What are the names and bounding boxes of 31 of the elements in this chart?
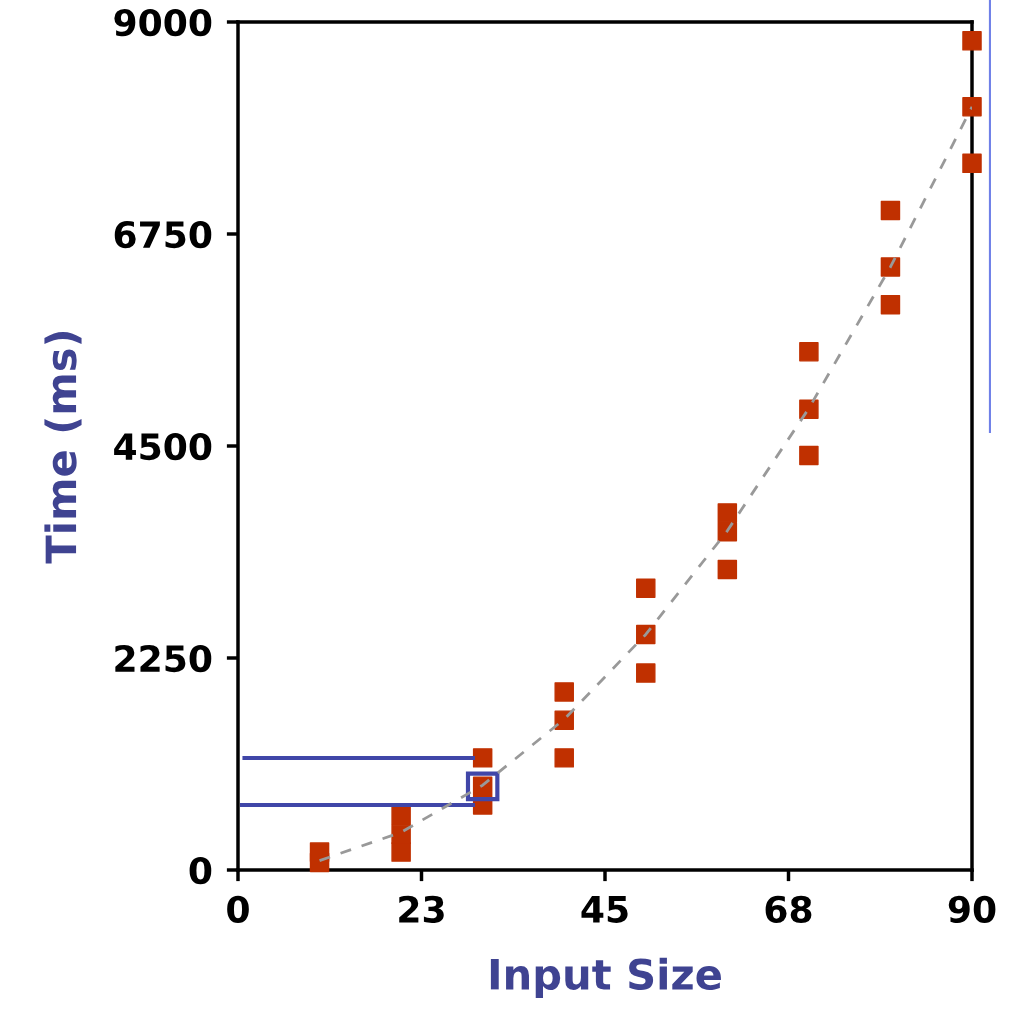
y-axis-title: Time (ms) bbox=[44, 331, 82, 564]
point bbox=[554, 748, 574, 768]
y-tick-label: 2250 bbox=[115, 644, 212, 673]
x-tick-label: 68 bbox=[765, 895, 812, 923]
point bbox=[880, 294, 901, 315]
point bbox=[391, 805, 411, 826]
x-tick-label: 23 bbox=[399, 895, 444, 923]
x-tick-label: 90 bbox=[948, 895, 996, 923]
point bbox=[636, 624, 656, 645]
point bbox=[799, 445, 819, 466]
x-tick-label: 45 bbox=[581, 896, 628, 923]
point bbox=[391, 842, 411, 862]
point bbox=[880, 200, 901, 221]
point bbox=[880, 257, 901, 277]
point bbox=[472, 748, 493, 768]
point bbox=[962, 153, 982, 174]
point bbox=[636, 663, 656, 683]
point bbox=[962, 97, 982, 117]
y-tick-label: 6750 bbox=[114, 220, 212, 249]
point bbox=[799, 342, 819, 362]
y-tick-label: 0 bbox=[189, 856, 212, 885]
y-tick-label: 9000 bbox=[114, 8, 212, 37]
y-tick-label: 4500 bbox=[114, 432, 212, 461]
point bbox=[636, 578, 656, 599]
point bbox=[962, 31, 982, 51]
point bbox=[799, 399, 819, 420]
point bbox=[717, 559, 738, 580]
x-tick-label: 0 bbox=[227, 895, 249, 923]
point bbox=[717, 503, 738, 523]
point bbox=[554, 682, 574, 702]
x-axis-title: Input Size bbox=[490, 957, 721, 999]
